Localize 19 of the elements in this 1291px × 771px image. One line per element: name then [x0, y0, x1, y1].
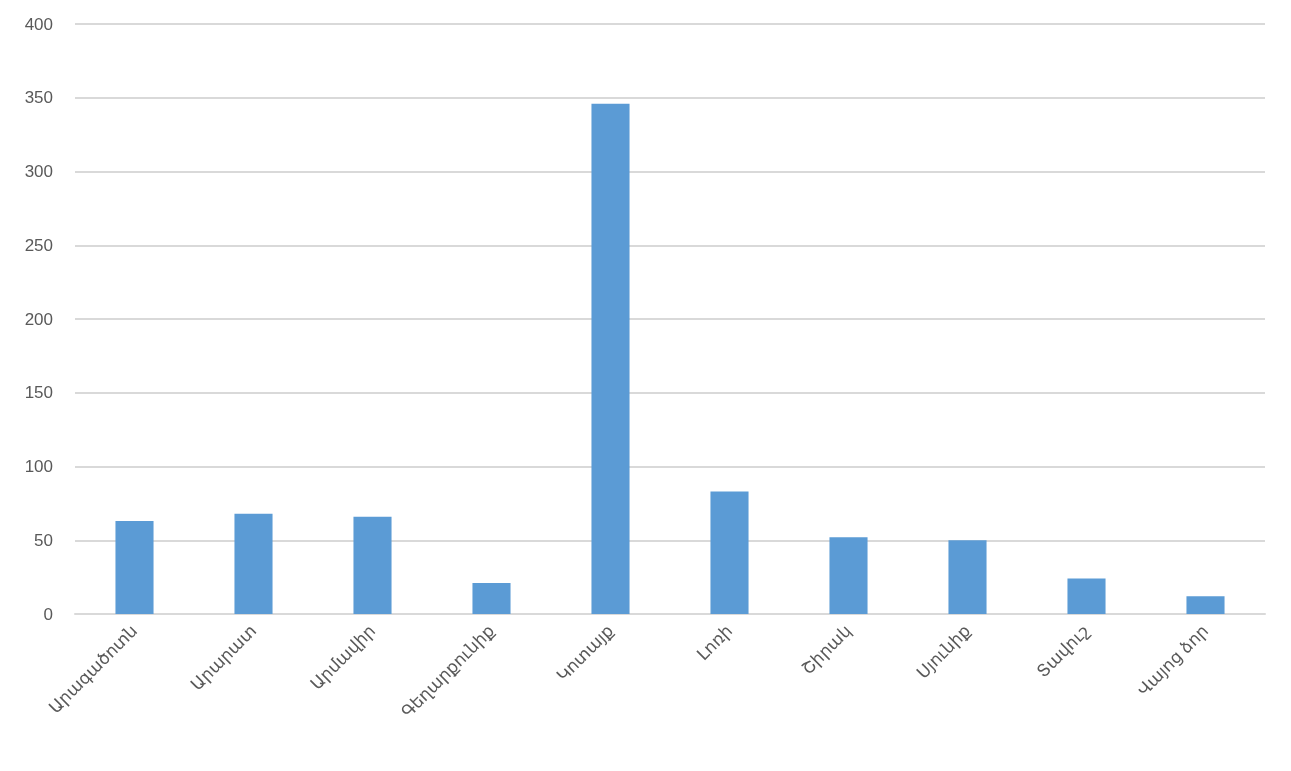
bar	[829, 537, 868, 614]
bar	[1186, 596, 1225, 614]
bar	[1067, 578, 1106, 614]
y-tick-label: 400	[24, 14, 53, 34]
bar	[948, 540, 987, 614]
y-tick-label: 50	[34, 530, 53, 550]
y-tick-label: 150	[24, 383, 53, 403]
bar	[710, 491, 749, 614]
bar	[472, 583, 511, 614]
bar	[115, 521, 154, 614]
y-tick-label: 100	[24, 457, 53, 476]
y-tick-label: 0	[43, 604, 53, 624]
y-tick-label: 300	[24, 162, 53, 181]
bar	[234, 513, 273, 614]
y-tick-label: 200	[24, 309, 53, 329]
y-tick-label: 250	[24, 235, 53, 255]
y-tick-label: 350	[24, 88, 53, 108]
bar	[591, 103, 630, 614]
bar	[353, 516, 392, 614]
